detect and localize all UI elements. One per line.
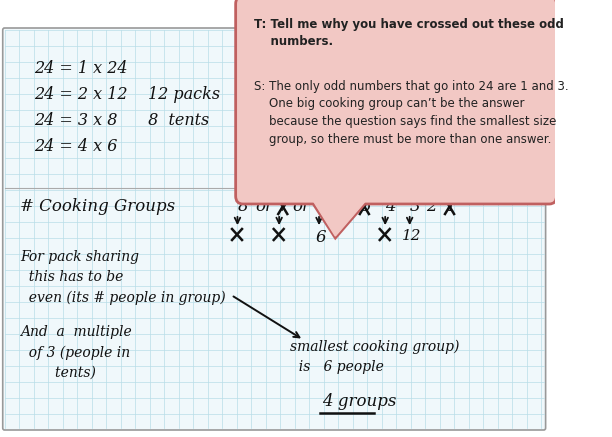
Text: 7: 7 [279,198,289,215]
Text: 12: 12 [403,229,422,243]
FancyBboxPatch shape [236,0,556,204]
Text: 24 = 1 x 24: 24 = 1 x 24 [34,60,128,77]
FancyBboxPatch shape [2,28,546,430]
Text: S: The only odd numbers that go into 24 are 1 and 3.
    One big cooking group c: S: The only odd numbers that go into 24 … [254,80,569,146]
Text: 24 = 3 x 8      8  tents: 24 = 3 x 8 8 tents [34,112,210,129]
Text: or: or [293,198,311,215]
Text: 6: 6 [315,229,326,246]
Text: # Cooking Groups: # Cooking Groups [20,198,175,215]
Text: 4 groups: 4 groups [322,393,396,410]
Text: 24 = 2 x 12    12 packs: 24 = 2 x 12 12 packs [34,86,220,103]
Polygon shape [308,196,371,238]
Text: 6: 6 [319,198,330,215]
Text: 4: 4 [385,198,396,215]
Text: 2: 2 [426,198,436,215]
Text: 3: 3 [409,198,420,215]
Text: smallest cooking group)
  is   6 people: smallest cooking group) is 6 people [290,340,460,375]
Text: 24 = 4 x 6: 24 = 4 x 6 [34,138,118,155]
Text: 8: 8 [237,198,248,215]
Text: For pack sharing
  this has to be
  even (its # people in group): For pack sharing this has to be even (it… [20,250,226,305]
Text: 1: 1 [446,198,457,215]
Text: T: Tell me why you have crossed out these odd
    numbers.: T: Tell me why you have crossed out thes… [254,18,564,48]
Text: or: or [256,198,274,215]
Text: 5: 5 [360,198,371,215]
Text: And  a  multiple
  of 3 (people in
        tents): And a multiple of 3 (people in tents) [20,325,132,380]
Text: or: or [335,198,353,215]
Polygon shape [311,197,369,236]
